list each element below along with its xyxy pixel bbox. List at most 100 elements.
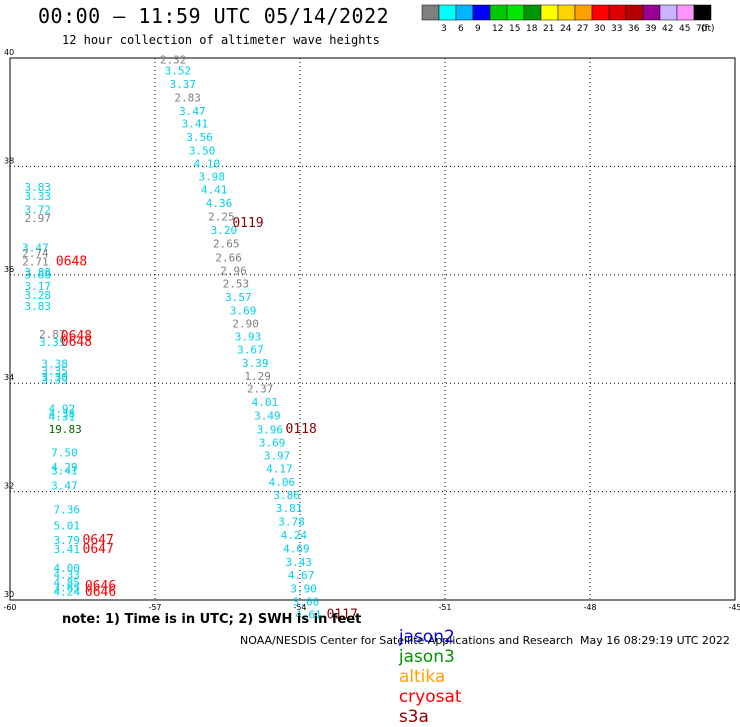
wave-height-label: 3.78 [278,516,305,529]
legend-altika: altika [398,667,446,687]
pass-time-label: 0648 [56,255,87,270]
wave-height-label: 4.24 [281,529,308,542]
color-scale-swatch [421,4,440,21]
wave-height-label: 2.90 [232,317,258,330]
footer-timestamp: May 16 08:29:19 UTC 2022 [580,634,730,647]
color-scale-label: 27 [577,24,588,34]
color-scale-swatch [506,4,525,21]
pass-time-label: 0648 [61,335,92,350]
color-scale-label: 24 [560,24,572,34]
wave-height-label: 2.37 [247,382,273,395]
wave-height-label: 4.29 [51,461,77,474]
wave-height-label: 4.31 [49,411,76,424]
color-scale-swatch [472,4,491,21]
wave-height-label: 4.17 [266,463,293,476]
wave-height-label: 3.96 [257,424,284,437]
footer-credit: NOAA/NESDIS Center for Satellite Applica… [240,634,574,647]
color-scale-label: 39 [645,24,657,34]
wave-height-label: 2.25 [208,211,235,224]
wave-height-label: 3.47 [22,241,49,254]
wave-height-label: 3.35 [39,336,66,349]
wave-height-label: 3.93 [235,330,262,343]
wave-height-label: 3.39 [242,357,269,370]
wave-height-label: 3.98 [199,170,226,183]
wave-height-label: 3.83 [25,300,52,313]
wave-height-label: 7.50 [51,446,77,459]
pass-time-label: 0117 [327,607,358,622]
legend-jason2: jason2 [398,627,455,647]
color-scale-label: 3 [441,24,447,34]
wave-height-label: 4.10 [194,157,221,170]
wave-height-label: 2.97 [25,212,52,225]
wave-height-label: 3.38 [41,357,68,370]
wave-height-label: 4.85 [54,576,81,589]
wave-height-label: 19.83 [49,423,82,436]
wave-height-label: 2.65 [213,238,240,251]
color-scale-swatch [693,4,712,21]
wave-height-label: 3.69 [259,437,286,450]
color-scale-swatch [574,4,593,21]
wave-height-label: 3.41 [182,117,209,130]
color-scale-swatch [455,4,474,21]
pass-time-label: 0118 [286,422,317,437]
color-scale-label: 33 [611,24,622,34]
wave-height-label: 2.53 [223,277,250,290]
chart-title: 00:00 – 11:59 UTC 05/14/2022 [38,4,390,28]
color-scale-unit: (ft) [701,24,715,34]
pass-time-label: 0647 [83,533,114,548]
wave-height-label: 3.69 [230,304,257,317]
color-scale-swatch [540,4,559,21]
color-scale-label: 15 [509,24,520,34]
pass-time-label: 0646 [85,579,116,594]
color-scale-label: 9 [475,24,481,34]
color-scale-label: 36 [628,24,640,34]
color-scale-swatch [591,4,610,21]
x-tick-label: -48 [583,603,596,612]
wave-height-label: 3.49 [254,410,280,423]
wave-height-label: 4.01 [252,396,279,409]
wave-height-label: 3.43 [286,556,313,569]
wave-height-label: 3.52 [165,64,192,77]
wave-height-label: 2.87 [39,328,66,341]
pass-time-label: 0646 [85,585,116,600]
color-scale-swatch [676,4,695,21]
wave-height-label: 2.83 [174,91,201,104]
wave-height-label: 3.83 [25,181,52,194]
wave-height-label: 3.30 [41,371,68,384]
legend-cryosat: cryosat [398,687,462,707]
wave-height-label: 2.32 [160,53,187,66]
wave-height-label: 3.50 [189,144,216,157]
wave-height-label: 3.68 [25,269,52,282]
wave-height-label: 2.66 [215,251,242,264]
y-tick-label: 36 [4,265,14,274]
wave-height-label: 3.28 [25,289,52,302]
color-scale-label: 30 [594,24,606,34]
color-scale-swatch [489,4,508,21]
wave-height-label: 2.74 [22,247,49,260]
color-scale-label: 70 [696,24,708,34]
wave-height-label: 3.90 [290,582,317,595]
color-scale-swatch [642,4,661,21]
color-scale-swatch [523,4,542,21]
wave-height-label: 4.00 [54,562,81,575]
wave-height-label: 4.92 [49,402,76,415]
y-tick-label: 40 [4,48,14,57]
wave-height-label: 3.17 [25,280,52,293]
wave-height-label: 3.37 [170,78,197,91]
wave-height-label: 3.79 [54,534,81,547]
wave-height-label: 2.71 [22,256,49,269]
color-scale-swatch [608,4,627,21]
wave-height-label: 3.39 [41,374,68,387]
y-tick-label: 38 [4,156,14,165]
wave-height-label: 3.57 [225,291,252,304]
color-scale-swatch [557,4,576,21]
legend-jason3: jason3 [398,647,455,667]
wave-height-label: 4.69 [283,542,310,555]
wave-height-label: 3.20 [211,224,238,237]
color-scale-label: 12 [492,24,503,34]
wave-height-label: 4.61 [295,608,322,621]
wave-height-label: 5.01 [54,520,81,533]
wave-height-label: 3.47 [51,479,77,492]
color-scale-label: 42 [662,24,673,34]
y-tick-label: 32 [4,482,14,491]
